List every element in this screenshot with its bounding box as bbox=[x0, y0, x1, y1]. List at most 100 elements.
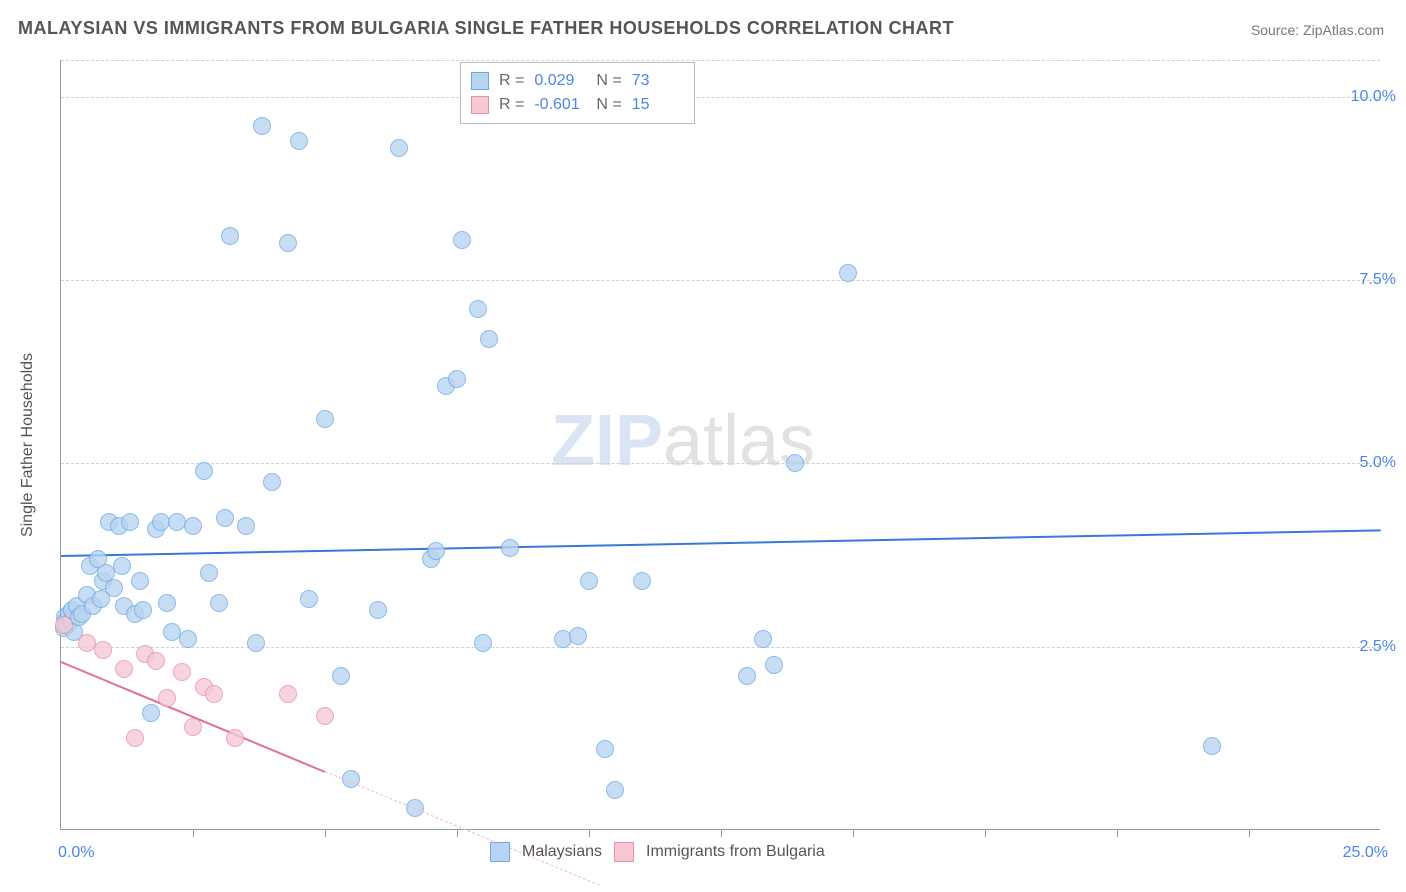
r-value: -0.601 bbox=[534, 96, 586, 114]
y-tick-label: 7.5% bbox=[1360, 271, 1396, 289]
legend-swatch bbox=[471, 72, 489, 90]
r-label: R = bbox=[499, 72, 524, 90]
data-point bbox=[55, 616, 73, 634]
n-label: N = bbox=[596, 96, 621, 114]
data-point bbox=[263, 473, 281, 491]
n-value: 73 bbox=[632, 72, 684, 90]
legend-label: Malaysians bbox=[522, 843, 602, 861]
data-point bbox=[316, 707, 334, 725]
trend-line bbox=[61, 661, 326, 773]
data-point bbox=[596, 740, 614, 758]
y-tick-label: 5.0% bbox=[1360, 454, 1396, 472]
gridline bbox=[61, 463, 1380, 464]
data-point bbox=[332, 667, 350, 685]
r-value: 0.029 bbox=[534, 72, 586, 90]
data-point bbox=[316, 410, 334, 428]
legend-swatch bbox=[490, 842, 510, 862]
x-tick bbox=[1249, 829, 1250, 837]
data-point bbox=[210, 594, 228, 612]
watermark: ZIPatlas bbox=[551, 400, 815, 482]
x-tick bbox=[193, 829, 194, 837]
data-point bbox=[290, 132, 308, 150]
data-point bbox=[147, 652, 165, 670]
r-label: R = bbox=[499, 96, 524, 114]
x-tick bbox=[985, 829, 986, 837]
trend-line-ext bbox=[325, 771, 600, 886]
data-point bbox=[480, 330, 498, 348]
data-point bbox=[94, 641, 112, 659]
data-point bbox=[173, 663, 191, 681]
data-point bbox=[569, 627, 587, 645]
data-point bbox=[738, 667, 756, 685]
x-origin-label: 0.0% bbox=[58, 844, 94, 862]
data-point bbox=[247, 634, 265, 652]
data-point bbox=[131, 572, 149, 590]
stats-row: R = -0.601 N = 15 bbox=[471, 93, 684, 117]
data-point bbox=[179, 630, 197, 648]
data-point bbox=[279, 685, 297, 703]
data-point bbox=[369, 601, 387, 619]
data-point bbox=[448, 370, 466, 388]
data-point bbox=[158, 594, 176, 612]
watermark-zip: ZIP bbox=[551, 401, 663, 481]
plot-area: ZIPatlas bbox=[60, 60, 1380, 830]
data-point bbox=[501, 539, 519, 557]
data-point bbox=[195, 462, 213, 480]
data-point bbox=[279, 234, 297, 252]
data-point bbox=[237, 517, 255, 535]
data-point bbox=[606, 781, 624, 799]
data-point bbox=[453, 231, 471, 249]
trend-line bbox=[61, 529, 1381, 557]
data-point bbox=[1203, 737, 1221, 755]
data-point bbox=[184, 517, 202, 535]
data-point bbox=[839, 264, 857, 282]
source-label: Source: ZipAtlas.com bbox=[1251, 22, 1384, 38]
data-point bbox=[300, 590, 318, 608]
data-point bbox=[765, 656, 783, 674]
x-tick bbox=[721, 829, 722, 837]
data-point bbox=[121, 513, 139, 531]
data-point bbox=[786, 454, 804, 472]
data-point bbox=[134, 601, 152, 619]
x-tick bbox=[589, 829, 590, 837]
data-point bbox=[469, 300, 487, 318]
data-point bbox=[474, 634, 492, 652]
data-point bbox=[427, 542, 445, 560]
y-tick-label: 2.5% bbox=[1360, 638, 1396, 656]
legend-swatch bbox=[614, 842, 634, 862]
stats-box: R = 0.029 N = 73 R = -0.601 N = 15 bbox=[460, 62, 695, 124]
data-point bbox=[216, 509, 234, 527]
data-point bbox=[580, 572, 598, 590]
gridline bbox=[61, 60, 1380, 61]
data-point bbox=[205, 685, 223, 703]
x-tick bbox=[853, 829, 854, 837]
x-tick bbox=[1117, 829, 1118, 837]
y-axis-title: Single Father Households bbox=[19, 353, 37, 537]
data-point bbox=[115, 660, 133, 678]
bottom-legend: Malaysians Immigrants from Bulgaria bbox=[490, 842, 825, 862]
x-tick bbox=[457, 829, 458, 837]
x-tick bbox=[325, 829, 326, 837]
legend-label: Immigrants from Bulgaria bbox=[646, 843, 825, 861]
data-point bbox=[633, 572, 651, 590]
data-point bbox=[253, 117, 271, 135]
data-point bbox=[226, 729, 244, 747]
data-point bbox=[142, 704, 160, 722]
gridline bbox=[61, 280, 1380, 281]
n-value: 15 bbox=[632, 96, 684, 114]
data-point bbox=[184, 718, 202, 736]
stats-row: R = 0.029 N = 73 bbox=[471, 69, 684, 93]
data-point bbox=[113, 557, 131, 575]
n-label: N = bbox=[596, 72, 621, 90]
legend-swatch bbox=[471, 96, 489, 114]
data-point bbox=[390, 139, 408, 157]
gridline bbox=[61, 97, 1380, 98]
data-point bbox=[754, 630, 772, 648]
data-point bbox=[126, 729, 144, 747]
x-max-label: 25.0% bbox=[1343, 844, 1388, 862]
data-point bbox=[105, 579, 123, 597]
data-point bbox=[221, 227, 239, 245]
data-point bbox=[200, 564, 218, 582]
chart-title: MALAYSIAN VS IMMIGRANTS FROM BULGARIA SI… bbox=[18, 18, 954, 39]
data-point bbox=[158, 689, 176, 707]
